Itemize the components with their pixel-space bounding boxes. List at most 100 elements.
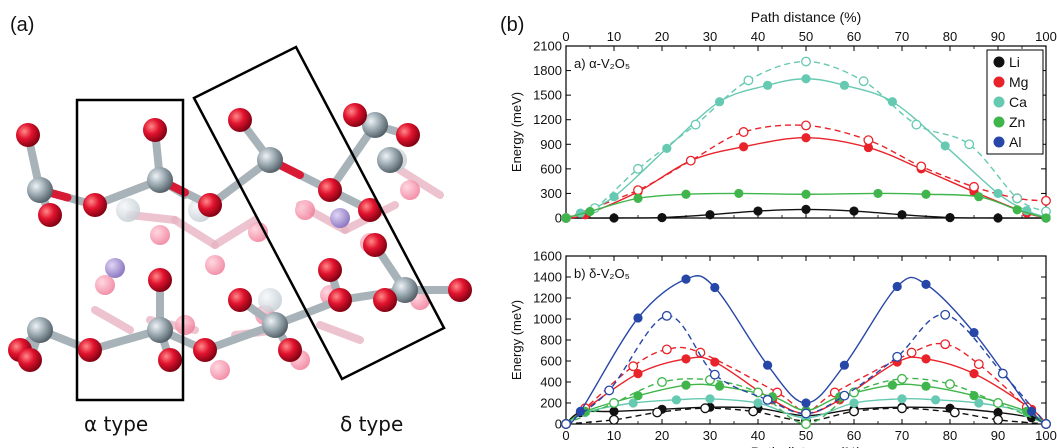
point-mg-open xyxy=(1041,195,1051,206)
oxygen-atom xyxy=(318,178,342,202)
vanadium-atom xyxy=(262,312,288,338)
x-tick-label: 90 xyxy=(991,428,1005,443)
point-ca xyxy=(705,394,715,404)
oxygen-atom xyxy=(83,193,107,217)
point-li xyxy=(609,406,619,417)
point-mg xyxy=(738,142,749,152)
point-ca xyxy=(753,398,763,408)
point-zn xyxy=(921,189,931,199)
vanadium-atom xyxy=(392,277,418,303)
point-al-open xyxy=(561,419,571,429)
bond xyxy=(171,216,219,249)
point-ca-open xyxy=(743,75,754,86)
point-ca xyxy=(801,74,811,84)
point-ca-open xyxy=(690,119,701,130)
oxygen-atom xyxy=(78,338,102,362)
oxygen-atom xyxy=(448,278,472,302)
y-tick-label: 1400 xyxy=(533,270,562,285)
oxygen-atom xyxy=(198,193,222,217)
panel-a-label: (a) xyxy=(10,14,35,36)
oxygen-atom xyxy=(18,348,42,372)
point-al xyxy=(633,313,643,323)
point-li xyxy=(705,210,715,220)
point-zn xyxy=(681,380,691,390)
point-ca-open xyxy=(1012,193,1023,204)
y-axis-label: Energy (meV) xyxy=(509,300,524,380)
x-tick-label: 70 xyxy=(895,428,909,443)
point-al-open xyxy=(1041,419,1051,429)
y-tick-label: 1600 xyxy=(533,249,562,264)
legend-label-li: Li xyxy=(1009,54,1020,70)
point-zn xyxy=(714,381,725,391)
vanadium-atom xyxy=(377,147,403,173)
point-al-open xyxy=(839,390,850,401)
point-li xyxy=(897,210,907,220)
legend-marker-zn xyxy=(993,116,1005,128)
point-ca xyxy=(930,395,941,405)
oxygen-atom xyxy=(400,180,420,200)
point-zn xyxy=(921,381,931,391)
point-li-open xyxy=(897,403,907,414)
point-zn xyxy=(681,189,691,199)
vanadium-atom xyxy=(27,317,53,343)
point-al-open xyxy=(801,408,811,419)
point-mg-open xyxy=(940,339,951,350)
point-ca xyxy=(628,398,638,408)
point-zn xyxy=(887,380,898,390)
point-li xyxy=(945,212,955,223)
oxygen-atom xyxy=(210,360,230,380)
point-al xyxy=(969,328,979,338)
point-al-open xyxy=(892,351,903,362)
y-tick-label: 1800 xyxy=(533,63,562,78)
point-zn-open xyxy=(657,377,667,387)
bond xyxy=(91,306,134,334)
point-zn xyxy=(633,391,643,401)
x-tick-label-top: 30 xyxy=(703,29,717,44)
oxygen-atom xyxy=(328,288,352,312)
point-mg xyxy=(969,369,979,379)
point-ca xyxy=(993,188,1003,199)
point-zn xyxy=(561,213,571,223)
point-ca-open xyxy=(801,56,811,67)
y-tick-label: 300 xyxy=(540,186,562,201)
point-al xyxy=(921,279,931,289)
x-tick-label: 30 xyxy=(703,428,717,443)
metal-ion xyxy=(105,258,125,278)
point-al-open xyxy=(661,310,672,321)
point-li xyxy=(993,213,1003,223)
y-axis-label: Energy (meV) xyxy=(509,92,524,172)
point-zn xyxy=(974,192,984,202)
y-tick-label: 1200 xyxy=(533,112,562,127)
point-li xyxy=(801,204,811,214)
crystal-structure-illustration xyxy=(8,45,472,402)
plot-delta-v2o5: 0 10 20 30 40 50 60 70 80 90 100020040060080010001… xyxy=(509,249,1057,448)
point-mg-open xyxy=(969,181,979,192)
point-ca-open xyxy=(858,76,869,87)
point-mg-open xyxy=(916,161,927,172)
point-ca-open xyxy=(633,163,643,174)
y-tick-label: 600 xyxy=(540,354,562,369)
y-tick-label: 400 xyxy=(540,375,562,390)
point-ca-open xyxy=(964,139,975,150)
point-ca xyxy=(940,141,950,151)
point-ca xyxy=(849,398,859,408)
y-tick-label: 1200 xyxy=(533,291,562,306)
point-zn xyxy=(585,206,595,217)
x-tick-label: 10 xyxy=(607,428,621,443)
legend-label-ca: Ca xyxy=(1009,94,1027,110)
vanadium-atom xyxy=(147,167,173,193)
x-tick-label: 60 xyxy=(847,428,861,443)
point-ca xyxy=(714,97,725,107)
plot-title: a) α-V₂O₅ xyxy=(574,56,630,71)
vanadium-atom xyxy=(257,147,283,173)
point-li-open xyxy=(748,406,759,417)
legend-marker-mg xyxy=(993,76,1005,88)
alpha-type-label: α type xyxy=(84,412,149,436)
point-al xyxy=(575,406,586,417)
legend-label-al: Al xyxy=(1009,134,1021,150)
x-tick-label: 0 xyxy=(562,428,569,443)
oxygen-atom xyxy=(278,338,302,362)
oxygen-atom xyxy=(205,255,225,275)
point-al-open xyxy=(997,368,1008,379)
delta-site-box xyxy=(192,45,446,381)
